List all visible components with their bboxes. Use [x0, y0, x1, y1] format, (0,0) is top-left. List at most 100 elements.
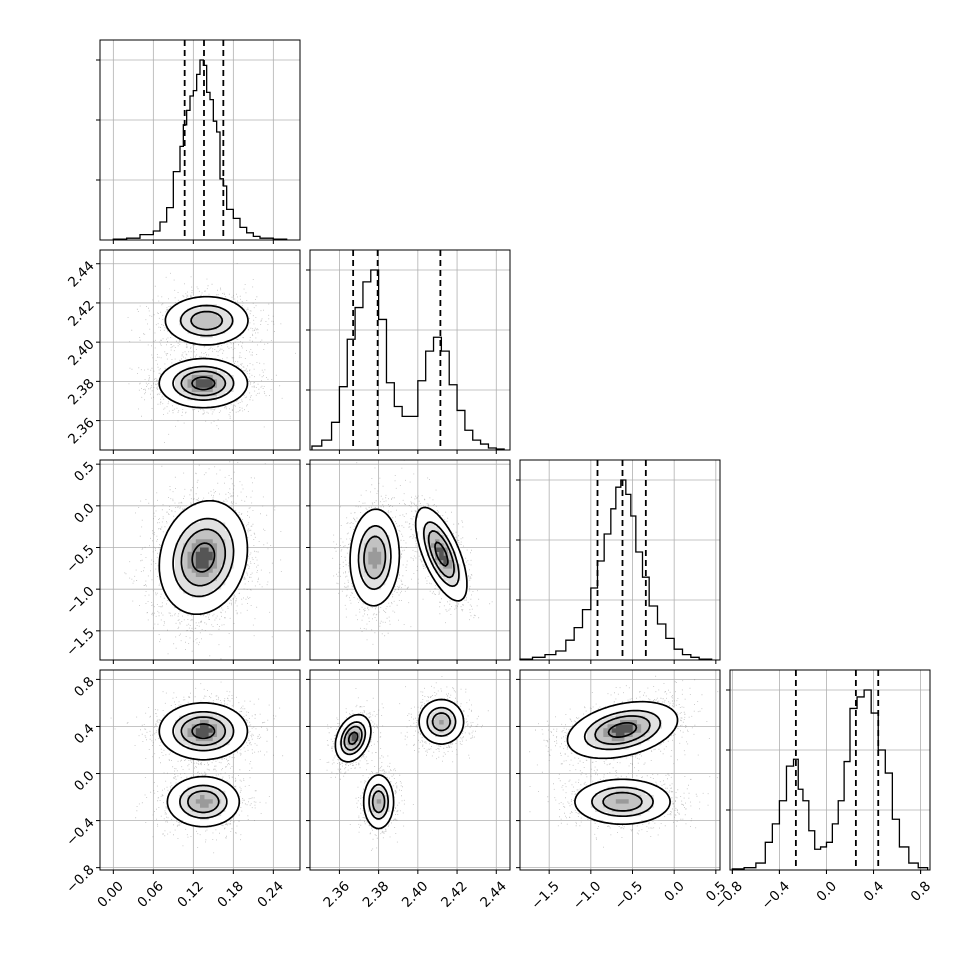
axes-frame — [519, 669, 721, 871]
density-fill — [183, 715, 226, 812]
x-tick-label: 0.0 — [814, 878, 841, 905]
density-fill — [351, 732, 357, 742]
contour-line — [172, 710, 235, 819]
axes-frame — [519, 459, 721, 661]
contour-line — [180, 716, 227, 814]
contour-line — [180, 528, 227, 587]
x-tick-label: 2.40 — [399, 878, 432, 911]
x-tick-label: 2.42 — [438, 878, 471, 911]
contour-line — [343, 712, 451, 814]
contour-line — [180, 310, 227, 397]
x-tick-label: 2.38 — [360, 878, 393, 911]
panel-content — [100, 670, 300, 870]
contour-line — [340, 706, 457, 820]
scatter-points — [319, 676, 489, 851]
axes-frame — [309, 249, 511, 451]
x-tick-label: −0.4 — [759, 878, 793, 912]
axes-frame — [309, 459, 511, 661]
density-fill — [368, 539, 452, 569]
contour-line — [357, 521, 460, 591]
density-fill — [611, 724, 633, 737]
y-tick-label: −1.0 — [63, 584, 97, 618]
y-tick-label: 2.40 — [65, 337, 98, 370]
y-tick-label: 2.38 — [65, 376, 98, 409]
panel-content — [100, 250, 300, 450]
histogram-panel-0 — [96, 39, 301, 244]
contour-line — [158, 295, 249, 409]
contour-line — [158, 499, 249, 616]
contour-line — [594, 715, 651, 812]
scatter-panel-2-0: −1.5 −1.0 −0.5 0.0 0.5 — [63, 459, 301, 664]
axes-frame — [99, 669, 301, 871]
y-tick-label: 0.8 — [71, 674, 98, 701]
y-tick-label: 0.5 — [71, 459, 98, 486]
y-tick-label: 2.42 — [65, 297, 98, 330]
y-tick-label: −0.8 — [63, 862, 97, 896]
contour-line — [434, 541, 449, 567]
scatter-panel-1-0: 2.36 2.38 2.40 2.42 2.44 — [65, 249, 301, 454]
axes-frame — [99, 39, 301, 241]
scatter-points — [110, 681, 284, 854]
scatter-panel-3-0: 0.00 0.06 0.12 0.18 0.24 −0.8 −0.4 0.0 0.4 0.8 — [63, 669, 301, 911]
axes-frame — [99, 249, 301, 451]
x-tick-label: 0.18 — [214, 878, 247, 911]
panel-content — [310, 670, 510, 870]
contour-line — [191, 542, 216, 573]
y-tick-label: 0.0 — [71, 768, 98, 795]
contour-line — [172, 304, 235, 401]
histogram-step — [112, 59, 288, 240]
scatter-panel-2-1 — [306, 459, 511, 664]
x-tick-label: 0.8 — [908, 878, 935, 905]
x-tick-label: 2.36 — [320, 878, 353, 911]
scatter-panel-3-2: −1.5 −1.0 −0.5 0.0 0.5 — [516, 669, 729, 913]
contour-line — [607, 722, 638, 738]
density-fill — [364, 530, 457, 577]
contour-line — [191, 376, 216, 391]
x-tick-label: 0.12 — [174, 878, 207, 911]
density-fill — [435, 547, 448, 565]
panel-content — [100, 460, 300, 660]
density-fill — [603, 720, 642, 804]
contour-line — [158, 702, 249, 828]
contour-line — [334, 698, 465, 830]
contour-line — [191, 723, 216, 740]
x-tick-label: 0.06 — [134, 878, 167, 911]
axes-frame — [99, 459, 301, 661]
contour-line — [583, 709, 662, 818]
y-tick-label: 0.4 — [71, 721, 98, 748]
density-fill — [195, 547, 213, 569]
contour-line — [172, 517, 235, 598]
contour-line — [566, 700, 679, 826]
contour-line — [349, 506, 468, 607]
histogram-step — [731, 689, 929, 870]
axes-frame — [309, 669, 511, 871]
histogram-panel-1 — [306, 249, 511, 454]
axes-frame — [729, 669, 931, 871]
histogram-panel-3: −0.8 −0.4 0.0 0.4 0.8 — [711, 669, 935, 913]
histogram-step — [311, 269, 505, 450]
x-tick-label: 2.44 — [477, 878, 510, 911]
panel-content — [520, 670, 720, 870]
contour-line — [347, 731, 359, 746]
x-tick-label: 0.4 — [861, 878, 888, 905]
panel-content — [310, 460, 510, 660]
x-tick-label: −1.0 — [570, 878, 604, 912]
y-tick-label: −1.5 — [63, 625, 97, 659]
histogram-panel-2 — [516, 459, 721, 664]
y-tick-label: 2.44 — [65, 258, 98, 291]
x-tick-label: 0.0 — [661, 878, 688, 905]
density-fill — [195, 379, 213, 388]
scatter-panel-3-1: 2.36 2.38 2.40 2.42 2.44 — [306, 669, 511, 911]
contour-line — [363, 530, 455, 580]
x-tick-label: −1.5 — [528, 878, 562, 912]
x-tick-label: 0.00 — [94, 878, 127, 911]
y-tick-label: −0.5 — [63, 542, 97, 576]
histogram-step — [519, 479, 713, 660]
y-tick-label: 2.36 — [65, 415, 98, 448]
y-tick-label: 0.0 — [71, 500, 98, 527]
x-tick-label: −0.5 — [612, 878, 646, 912]
density-fill — [195, 724, 213, 737]
y-tick-label: −0.4 — [63, 815, 97, 849]
x-tick-label: 0.24 — [254, 878, 287, 911]
